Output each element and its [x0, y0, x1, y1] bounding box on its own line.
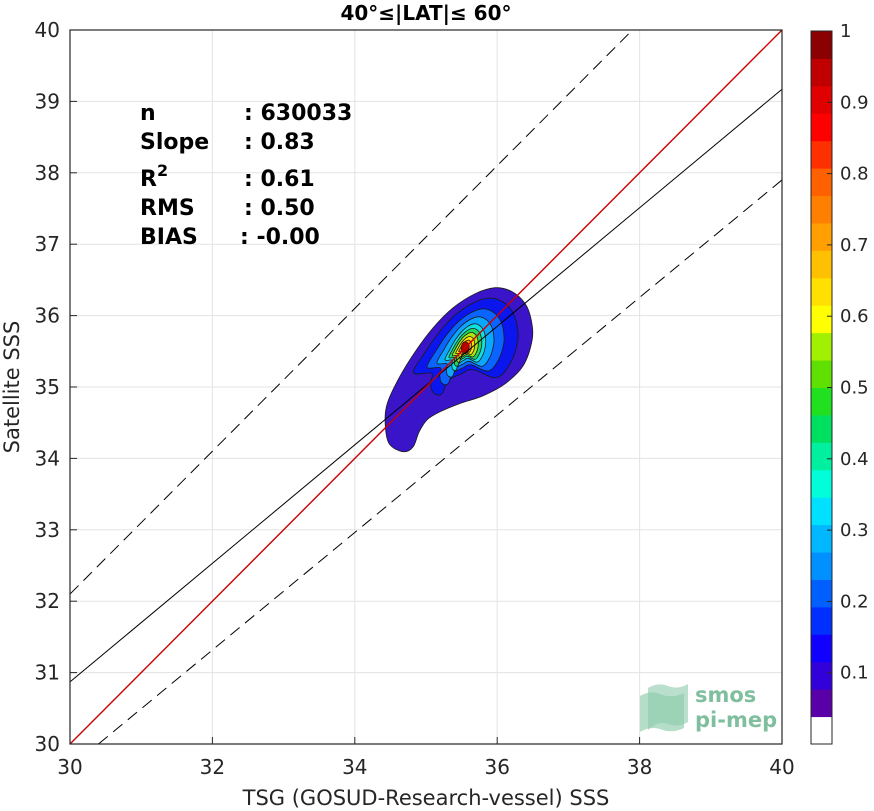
colorbar-segment	[811, 31, 832, 59]
colorbar-segment	[811, 305, 832, 334]
colorbar-segment	[811, 524, 832, 553]
one-to-one-line	[70, 30, 782, 744]
colorbar-tick-label: 0.1	[840, 663, 869, 684]
x-tick-label: 34	[342, 755, 367, 779]
y-tick-label: 36	[35, 304, 60, 328]
logo-line2: pi-mep	[695, 708, 777, 732]
stat-value: : -0.00	[240, 225, 320, 250]
colorbar: 0.1 0.2 0.3 0.4 0.5 0.6 0.7 0.8 0.9 1	[810, 21, 869, 745]
stat-value: : 0.61	[244, 167, 315, 192]
colorbar-segment	[811, 195, 832, 224]
lower-bound-line	[98, 179, 782, 744]
colorbar-tick-label: 0.5	[840, 378, 869, 399]
colorbar-segment	[811, 442, 832, 471]
x-tick-label: 40	[769, 755, 794, 779]
colorbar-segment	[811, 579, 832, 608]
colorbar-tick-label: 1	[840, 21, 851, 42]
y-tick-label: 40	[35, 18, 60, 42]
logo-line1: smos	[695, 683, 756, 707]
stat-value: : 630033	[244, 101, 352, 126]
colorbar-segment	[811, 689, 832, 718]
colorbar-segment	[811, 497, 832, 526]
stat-label: BIAS	[140, 225, 198, 250]
x-tick-label: 38	[627, 755, 652, 779]
x-axis-ticks: 30 32 34 36 38 40	[57, 737, 795, 779]
reference-lines	[70, 30, 782, 744]
colorbar-segment	[811, 58, 832, 87]
regression-line	[70, 88, 782, 683]
colorbar-segment	[811, 716, 832, 745]
y-axis-ticks: 30 31 32 33 34 35 36 37 38 39 40	[35, 18, 77, 756]
x-tick-label: 36	[484, 755, 509, 779]
stat-label: n	[140, 101, 156, 126]
stat-label: Slope	[140, 130, 209, 155]
colorbar-segment	[811, 277, 832, 306]
plot-title: 40°≤|LAT|≤ 60°	[340, 1, 511, 25]
y-tick-label: 35	[35, 375, 60, 399]
colorbar-tick-label: 0.7	[840, 235, 869, 256]
stat-value: : 0.83	[244, 130, 315, 155]
colorbar-segment	[811, 634, 832, 663]
y-tick-label: 31	[35, 661, 60, 685]
colorbar-segment	[811, 661, 832, 690]
x-axis-title: TSG (GOSUD-Research-vessel) SSS	[242, 786, 610, 810]
y-tick-label: 32	[35, 589, 60, 613]
colorbar-tick-label: 0.4	[840, 449, 869, 470]
colorbar-segment	[811, 552, 832, 580]
colorbar-tick-label: 0.8	[840, 164, 869, 185]
y-tick-label: 34	[35, 446, 60, 470]
colorbar-tick-label: 0.3	[840, 520, 869, 541]
colorbar-segment	[811, 606, 832, 635]
x-tick-label: 30	[57, 755, 82, 779]
x-tick-label: 32	[200, 755, 225, 779]
colorbar-segment	[811, 250, 832, 279]
colorbar-segment	[811, 414, 832, 443]
y-tick-label: 30	[35, 732, 60, 756]
colorbar-segment	[811, 113, 832, 142]
y-axis-title: Satellite SSS	[0, 321, 24, 454]
colorbar-segment	[811, 360, 832, 388]
colorbar-segment	[811, 140, 832, 169]
colorbar-segment	[811, 387, 832, 416]
stat-value: : 0.50	[244, 196, 315, 221]
colorbar-tick-label: 0.2	[840, 591, 869, 612]
colorbar-segment	[811, 222, 832, 251]
smos-pi-mep-logo: smos pi-mep	[640, 683, 777, 732]
colorbar-segment	[811, 85, 832, 114]
colorbar-tick-label: 0.6	[840, 306, 869, 327]
y-tick-label: 39	[35, 89, 60, 113]
stat-label: RMS	[140, 196, 195, 221]
upper-bound-line	[70, 30, 634, 595]
colorbar-tick-label: 0.9	[840, 92, 869, 113]
y-tick-label: 38	[35, 161, 60, 185]
colorbar-segment	[811, 332, 832, 361]
colorbar-segment	[811, 469, 832, 498]
y-tick-label: 33	[35, 518, 60, 542]
colorbar-segment	[811, 168, 832, 197]
grid	[69, 29, 783, 745]
y-tick-label: 37	[35, 232, 60, 256]
